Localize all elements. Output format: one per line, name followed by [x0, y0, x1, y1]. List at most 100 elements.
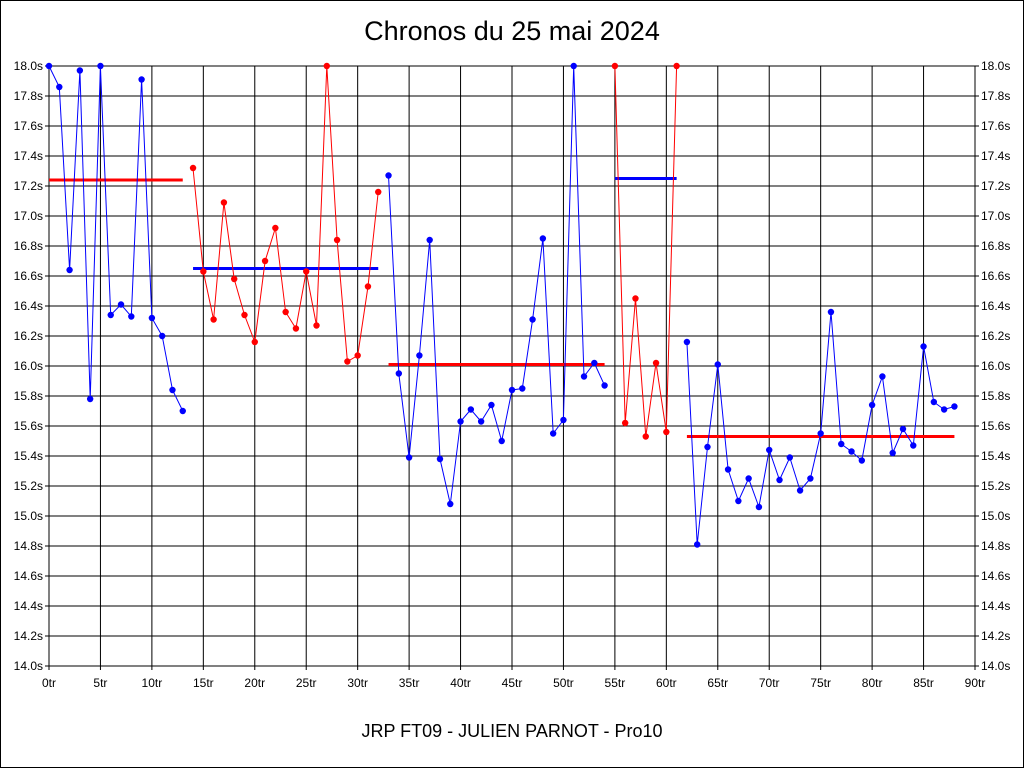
average-lines [49, 177, 955, 438]
y-tick-label-left: 17.0s [14, 209, 43, 223]
y-tick-label-left: 14.8s [14, 539, 43, 553]
x-tick-label: 55tr [605, 676, 626, 690]
data-point [951, 403, 958, 410]
x-tick-label: 5tr [93, 676, 107, 690]
data-point [549, 430, 557, 437]
y-tick-label-right: 15.2s [981, 479, 1010, 493]
y-tick-label-right: 16.4s [981, 299, 1010, 313]
data-point [241, 311, 248, 319]
data-point [930, 398, 938, 406]
data-point [231, 275, 238, 283]
data-point [488, 401, 495, 409]
data-point [467, 406, 475, 413]
data-point [128, 313, 135, 320]
data-point [292, 325, 300, 332]
y-tick-label-left: 16.6s [14, 269, 43, 283]
y-tick-label-right: 14.2s [981, 629, 1010, 643]
data-point [560, 416, 567, 424]
x-axis: 0tr 5tr 10tr 15tr 20tr 25tr 30tr 35tr 40tr 45tr 50… [42, 676, 985, 690]
series-lines [48, 65, 955, 545]
y-tick-label-right: 14.6s [981, 569, 1010, 583]
data-point [364, 283, 372, 290]
data-point [539, 235, 547, 242]
x-tick-label: 35tr [399, 676, 420, 690]
data-point [323, 62, 330, 70]
data-point [529, 316, 536, 323]
x-tick-label: 65tr [707, 676, 728, 690]
data-point [303, 268, 310, 275]
data-point [796, 487, 804, 494]
y-axis-left: 14.0s 14.2s 14.4s 14.6s 14.8s 15.0s 15.2s 15.4s… [14, 59, 43, 673]
x-tick-label: 0tr [42, 676, 56, 690]
series-line [192, 65, 379, 363]
data-point [272, 224, 279, 232]
data-point [694, 541, 701, 548]
y-tick-label-left: 17.8s [14, 89, 43, 103]
y-tick-label-right: 14.8s [981, 539, 1010, 553]
data-point [498, 437, 505, 445]
y-tick-label-left: 15.2s [14, 479, 43, 493]
series-points [45, 62, 958, 548]
x-tick-label: 80tr [862, 676, 883, 690]
y-tick-label-left: 18.0s [14, 59, 43, 73]
y-tick-label-left: 16.8s [14, 239, 43, 253]
data-point [519, 385, 526, 392]
data-point [282, 308, 289, 316]
data-point [56, 83, 63, 91]
y-tick-label-right: 17.2s [981, 179, 1010, 193]
grid-lines [45, 65, 979, 670]
data-point [426, 236, 433, 244]
data-point [107, 311, 114, 319]
plot-border [48, 65, 976, 667]
data-point [97, 62, 104, 70]
data-point [385, 172, 392, 179]
y-tick-label-left: 14.4s [14, 599, 43, 613]
y-tick-label-right: 15.6s [981, 419, 1010, 433]
y-tick-label-left: 14.0s [14, 659, 43, 673]
data-point [148, 314, 156, 322]
data-point [580, 373, 588, 380]
data-point [889, 449, 896, 457]
y-tick-label-right: 18.0s [981, 59, 1010, 73]
y-tick-label-right: 17.8s [981, 89, 1010, 103]
y-tick-label-right: 14.0s [981, 659, 1010, 673]
data-point [313, 322, 320, 329]
data-point [848, 448, 855, 455]
y-tick-label-right: 17.6s [981, 119, 1010, 133]
data-point [745, 475, 752, 482]
data-point [210, 316, 217, 323]
chart-title: Chronos du 25 mai 2024 [364, 16, 660, 46]
data-point [200, 268, 207, 275]
data-point [447, 500, 454, 508]
data-point [436, 455, 444, 463]
data-point [868, 401, 876, 409]
data-point [158, 332, 166, 340]
data-point [591, 359, 598, 367]
x-tick-label: 90tr [965, 676, 986, 690]
data-point [899, 425, 907, 433]
x-tick-label: 40tr [450, 676, 471, 690]
data-point [189, 164, 197, 172]
data-point [601, 382, 608, 389]
y-tick-label-left: 14.2s [14, 629, 43, 643]
y-tick-label-left: 15.8s [14, 389, 43, 403]
x-tick-label: 85tr [913, 676, 934, 690]
y-tick-label-left: 15.4s [14, 449, 43, 463]
y-tick-label-left: 17.6s [14, 119, 43, 133]
y-tick-label-right: 15.4s [981, 449, 1010, 463]
data-point [683, 338, 691, 346]
y-tick-label-right: 16.2s [981, 329, 1010, 343]
y-tick-label-left: 15.6s [14, 419, 43, 433]
data-point [663, 428, 670, 436]
y-tick-label-left: 16.4s [14, 299, 43, 313]
data-point [879, 373, 886, 380]
y-tick-label-left: 16.2s [14, 329, 43, 343]
data-point [920, 343, 927, 350]
data-point [508, 386, 516, 394]
data-point [405, 454, 413, 461]
data-point [611, 62, 619, 70]
data-point [766, 446, 773, 454]
x-tick-label: 30tr [347, 676, 368, 690]
x-tick-label: 60tr [656, 676, 677, 690]
